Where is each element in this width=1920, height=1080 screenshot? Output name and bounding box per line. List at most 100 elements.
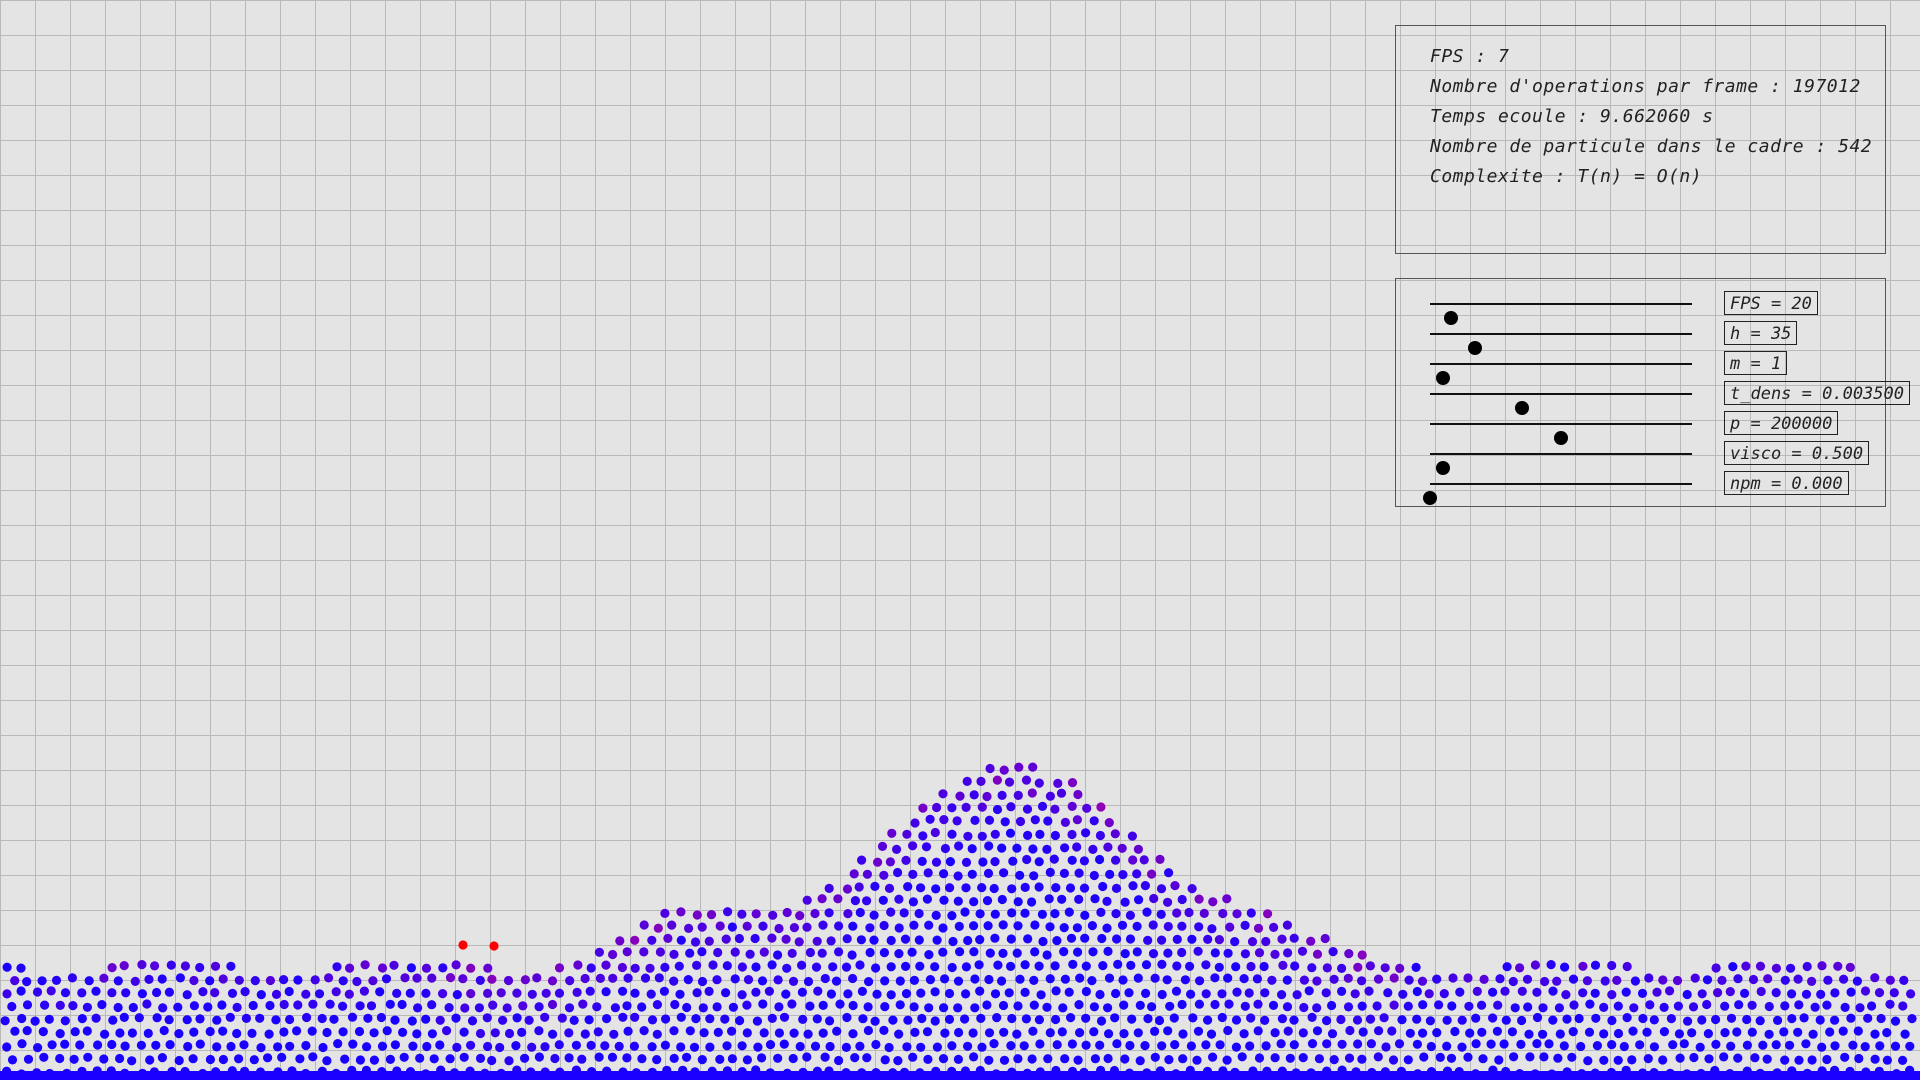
particle bbox=[647, 935, 657, 945]
particle bbox=[580, 1029, 590, 1039]
particle bbox=[955, 791, 965, 801]
particle bbox=[1283, 1026, 1293, 1036]
particle bbox=[218, 974, 228, 984]
particle bbox=[1860, 986, 1871, 996]
particle bbox=[1717, 975, 1727, 986]
particle bbox=[1642, 1027, 1652, 1037]
particle bbox=[697, 976, 708, 987]
particle bbox=[705, 1042, 715, 1052]
particle bbox=[997, 843, 1007, 853]
particle bbox=[1081, 961, 1091, 971]
particle bbox=[1013, 1054, 1023, 1064]
particle bbox=[77, 988, 87, 998]
particle bbox=[586, 1040, 596, 1050]
particle bbox=[1905, 1041, 1915, 1051]
particle bbox=[1652, 987, 1662, 997]
h-slider-handle[interactable] bbox=[1467, 341, 1482, 355]
particle bbox=[592, 1002, 602, 1012]
t-dens-slider-handle[interactable] bbox=[1514, 401, 1529, 415]
particle bbox=[318, 1042, 328, 1053]
particle bbox=[338, 976, 348, 986]
particle bbox=[944, 1014, 955, 1024]
particle bbox=[848, 1000, 858, 1011]
particle bbox=[1057, 894, 1067, 904]
t-dens-slider-track[interactable] bbox=[1430, 393, 1692, 415]
particle bbox=[939, 815, 949, 825]
particle bbox=[82, 1026, 92, 1036]
npm-slider-track[interactable] bbox=[1423, 483, 1692, 505]
particle bbox=[1247, 937, 1258, 947]
visco-slider-handle[interactable] bbox=[1436, 461, 1451, 475]
particle bbox=[850, 896, 861, 906]
particle bbox=[1442, 1015, 1452, 1025]
particle bbox=[924, 920, 934, 930]
p-slider-handle[interactable] bbox=[1554, 431, 1568, 445]
particle bbox=[788, 1053, 798, 1064]
m-slider-handle[interactable] bbox=[1436, 371, 1451, 385]
particle bbox=[408, 1041, 418, 1051]
particle bbox=[663, 933, 673, 944]
particle bbox=[1540, 976, 1550, 987]
npm-slider-handle[interactable] bbox=[1423, 491, 1437, 505]
particle bbox=[355, 1055, 365, 1065]
particle bbox=[802, 922, 812, 932]
particle bbox=[1111, 988, 1121, 999]
particle bbox=[914, 935, 924, 945]
particle bbox=[727, 1026, 737, 1036]
particle bbox=[752, 1016, 763, 1026]
particle bbox=[953, 1003, 963, 1013]
particle bbox=[60, 1016, 70, 1026]
particle bbox=[1056, 788, 1067, 798]
particle bbox=[1120, 897, 1130, 907]
particle bbox=[1231, 1042, 1241, 1052]
particle bbox=[1006, 802, 1016, 812]
particle bbox=[722, 961, 732, 971]
h-slider-row: h = 35 bbox=[1396, 319, 1920, 355]
particle bbox=[502, 1003, 512, 1013]
particle bbox=[1679, 1039, 1689, 1049]
particle bbox=[1500, 986, 1510, 996]
particle bbox=[113, 976, 123, 986]
m-slider-track[interactable] bbox=[1430, 363, 1692, 385]
particle bbox=[1022, 804, 1033, 814]
particle bbox=[517, 1027, 527, 1037]
particle bbox=[369, 1028, 379, 1038]
particle bbox=[893, 867, 903, 878]
particle bbox=[554, 1040, 564, 1050]
h-slider-track[interactable] bbox=[1430, 333, 1692, 355]
particle bbox=[1269, 922, 1279, 933]
particle bbox=[954, 921, 964, 932]
particle bbox=[1353, 1039, 1363, 1049]
particle bbox=[1463, 973, 1473, 983]
particle bbox=[22, 1026, 32, 1036]
particle bbox=[865, 923, 875, 933]
particle bbox=[1711, 963, 1721, 973]
particle bbox=[1808, 1029, 1818, 1039]
fps-slider-handle[interactable] bbox=[1443, 311, 1458, 325]
particle bbox=[452, 1042, 462, 1052]
p-slider-track[interactable] bbox=[1430, 423, 1692, 445]
particle bbox=[940, 1028, 950, 1038]
particle bbox=[241, 1013, 251, 1024]
particle bbox=[842, 934, 852, 944]
particle bbox=[1037, 801, 1048, 812]
visco-slider-track[interactable] bbox=[1430, 453, 1692, 475]
particle bbox=[144, 974, 154, 985]
particle bbox=[1147, 869, 1157, 879]
particle bbox=[1021, 775, 1032, 785]
particle bbox=[203, 1002, 213, 1012]
particle bbox=[1357, 1054, 1367, 1064]
particle bbox=[617, 962, 628, 973]
particle bbox=[293, 975, 303, 985]
particle bbox=[1163, 897, 1173, 907]
particle bbox=[1014, 762, 1024, 772]
particle bbox=[833, 894, 843, 904]
stats-panel: FPS : 7 Nombre d'operations par frame : … bbox=[1395, 25, 1886, 254]
particle bbox=[189, 1027, 199, 1037]
particle bbox=[322, 1056, 332, 1066]
particle bbox=[779, 1012, 790, 1022]
particle bbox=[1006, 1041, 1016, 1051]
particle bbox=[569, 1015, 579, 1025]
fps-slider-track[interactable] bbox=[1430, 303, 1692, 325]
